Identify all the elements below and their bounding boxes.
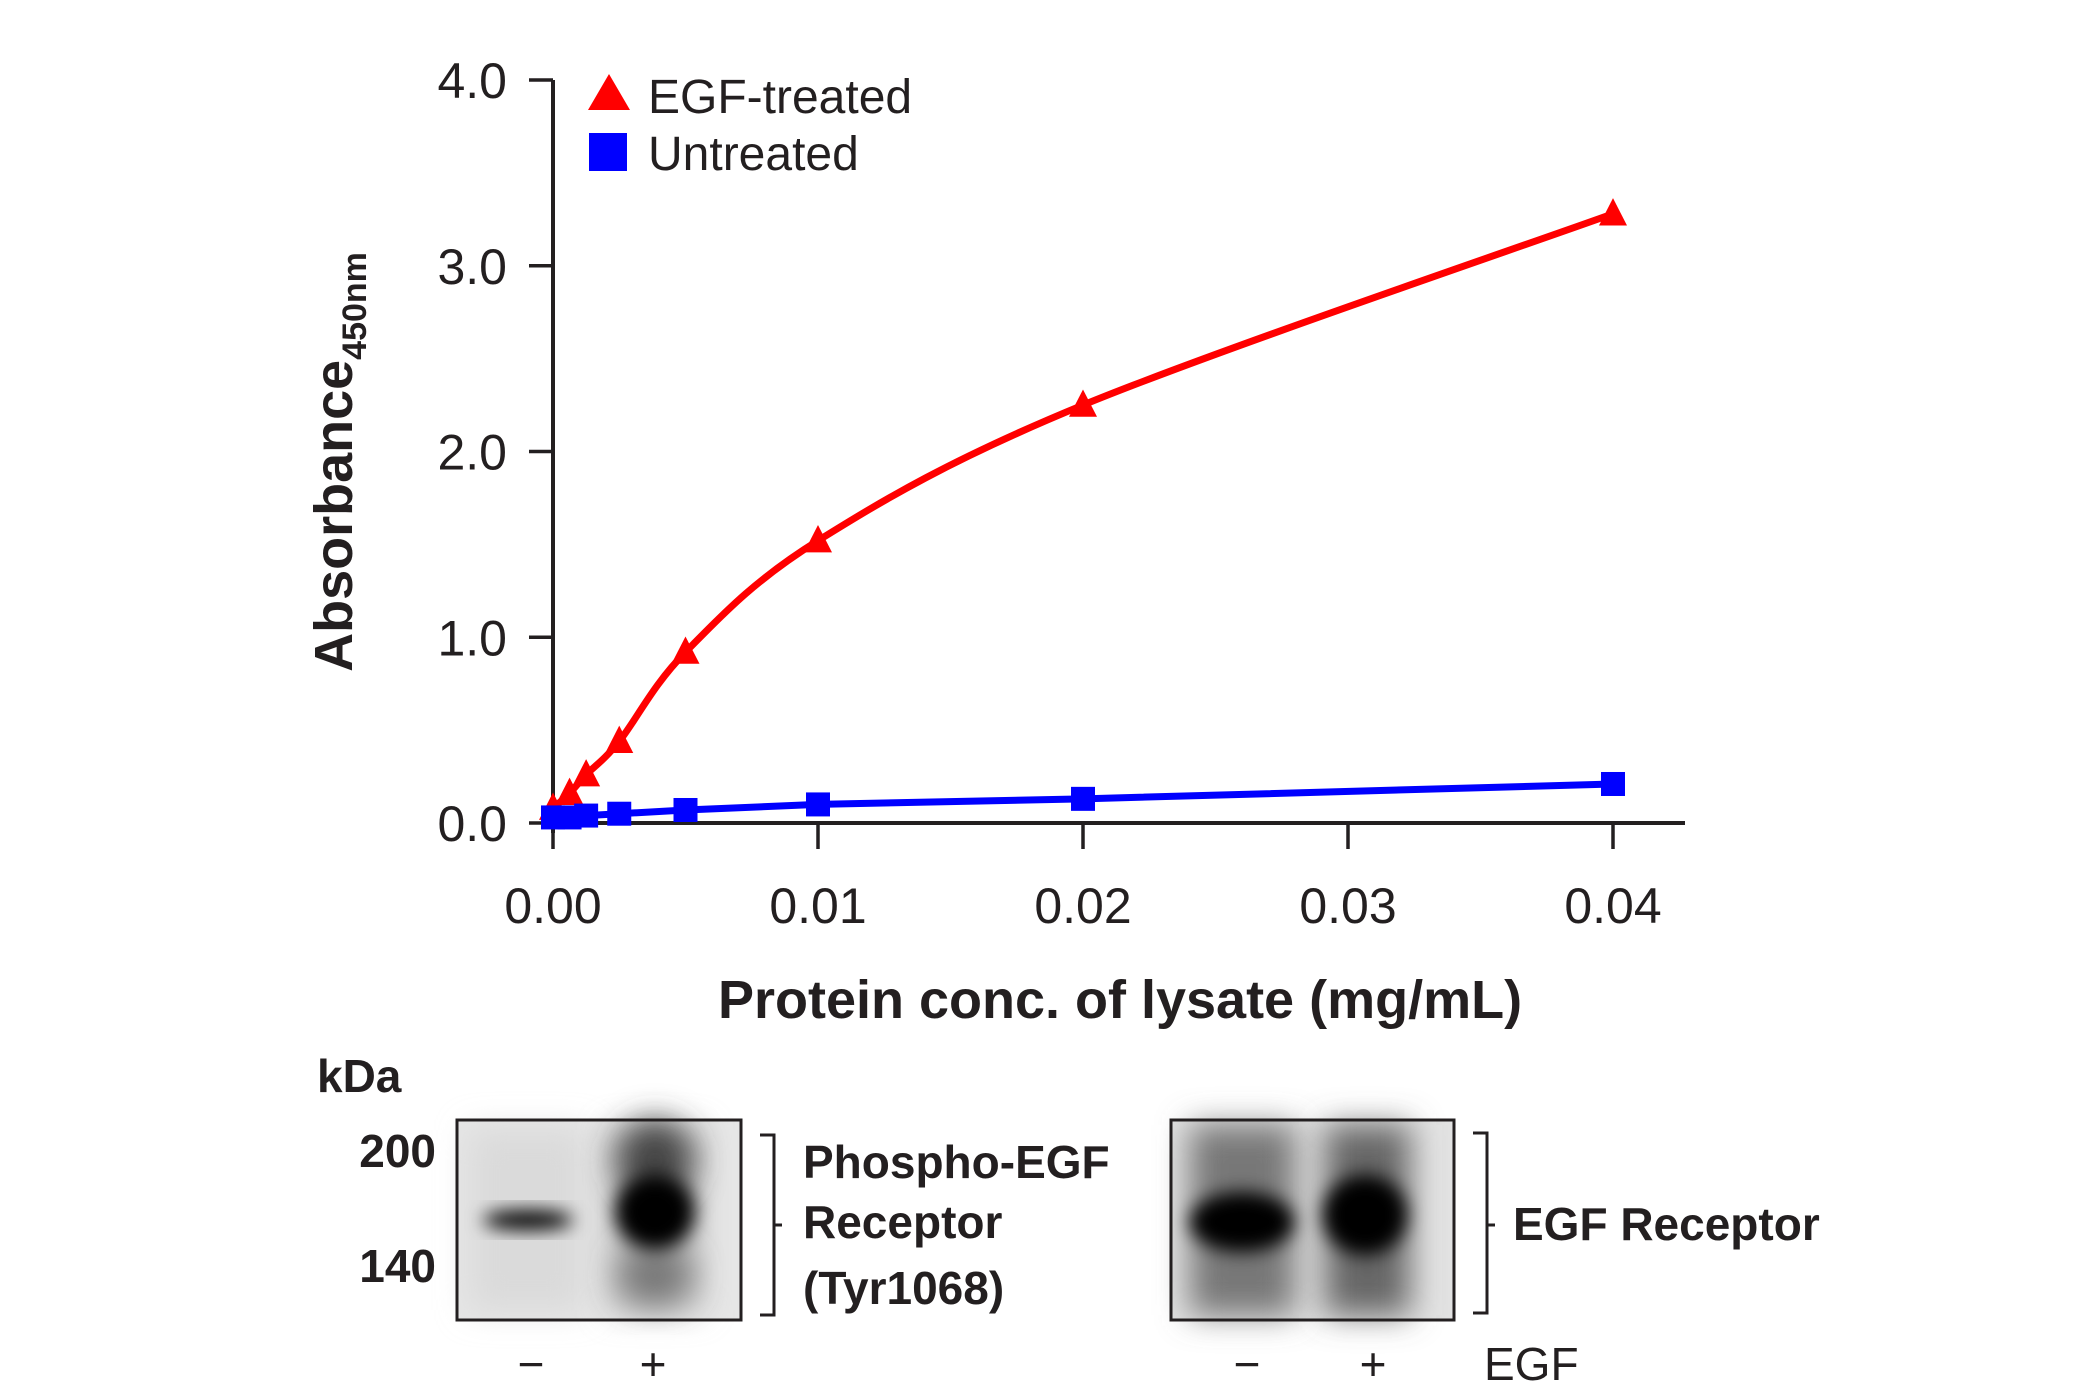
plot-area: 0.00 0.01 0.02 0.03 0.04 0.0 1.0 2.0 3.0 4.0 [437,53,1685,934]
y-tick-label: 4.0 [437,53,507,109]
x-tick-label: 0.01 [769,878,866,934]
mw-marker-140: 140 [359,1240,436,1292]
x-axis-title: Protein conc. of lysate (mg/mL) [718,970,1522,1030]
data-point-untreated [806,792,830,817]
x-axis-ticks: 0.00 0.01 0.02 0.03 0.04 [504,823,1662,934]
x-tick-label: 0.00 [504,878,601,934]
panel-label-line-1: EGF Receptor [1513,1198,1820,1250]
lane-label-plus: + [640,1338,667,1390]
lane-label-minus: − [1234,1338,1261,1390]
y-tick-label: 3.0 [437,239,507,295]
bracket [760,1133,782,1317]
series-lines [549,210,1617,821]
kda-label: kDa [317,1050,402,1102]
blot-panel-egfr: EGF Receptor − + EGF [1169,1118,1820,1390]
y-tick-label: 1.0 [437,610,507,666]
band-smear-lower [619,1245,691,1305]
data-point-egf-treated [572,759,601,787]
band-lane-2 [615,1174,695,1250]
legend-label: EGF-treated [648,71,912,124]
series-line-egf-treated [549,210,1617,812]
svg-text:Absorbance450nm: Absorbance450nm [304,252,374,672]
western-blot-section: kDa 200 140 Phospho-EGF Receptor (Tyr106… [317,1050,1820,1390]
y-tick-label: 2.0 [437,425,507,481]
lane-label-minus: − [518,1338,545,1390]
lane-label-plus: + [1360,1338,1387,1390]
y-axis-title-main: Absorbance [304,360,364,672]
treatment-label: EGF [1484,1338,1579,1390]
blot-frame [455,1118,743,1322]
band-lane-2 [1323,1175,1407,1255]
data-point-untreated [574,803,599,828]
axes [541,80,1685,833]
panel-label-line-3: (Tyr1068) [803,1262,1004,1314]
blot-panel-phospho-egfr: Phospho-EGF Receptor (Tyr1068) − + [455,1118,1110,1390]
data-point-untreated [1071,786,1095,811]
data-point-egf-treated [804,525,832,553]
data-point-egf-treated [555,777,584,805]
y-axis-title: Absorbance450nm [304,252,374,672]
data-point-untreated [1601,771,1625,796]
data-point-egf-treated [1069,389,1097,417]
band-lane-1 [1190,1192,1294,1252]
mw-marker-200: 200 [359,1125,436,1177]
legend-triangle-icon [588,74,630,110]
y-axis-title-subscript: 450nm [336,252,374,360]
data-point-egf-treated [1599,198,1627,226]
blot-frame [1169,1118,1456,1322]
legend-square-icon [589,133,627,171]
panel-label-line-1: Phospho-EGF [803,1136,1110,1188]
data-point-untreated [673,797,698,822]
panel-label-line-2: Receptor [803,1196,1002,1248]
y-tick-label: 0.0 [437,796,507,852]
legend-label: Untreated [648,128,859,181]
x-tick-label: 0.02 [1034,878,1131,934]
x-tick-label: 0.04 [1564,878,1661,934]
bracket [1473,1131,1495,1315]
x-tick-label: 0.03 [1299,878,1396,934]
data-point-untreated [607,801,632,826]
y-axis-ticks: 0.0 1.0 2.0 3.0 4.0 [437,53,553,852]
series-markers [539,198,1627,830]
data-point-egf-treated [605,725,634,753]
band-lane-1 [483,1210,573,1230]
data-point-egf-treated [671,636,700,664]
